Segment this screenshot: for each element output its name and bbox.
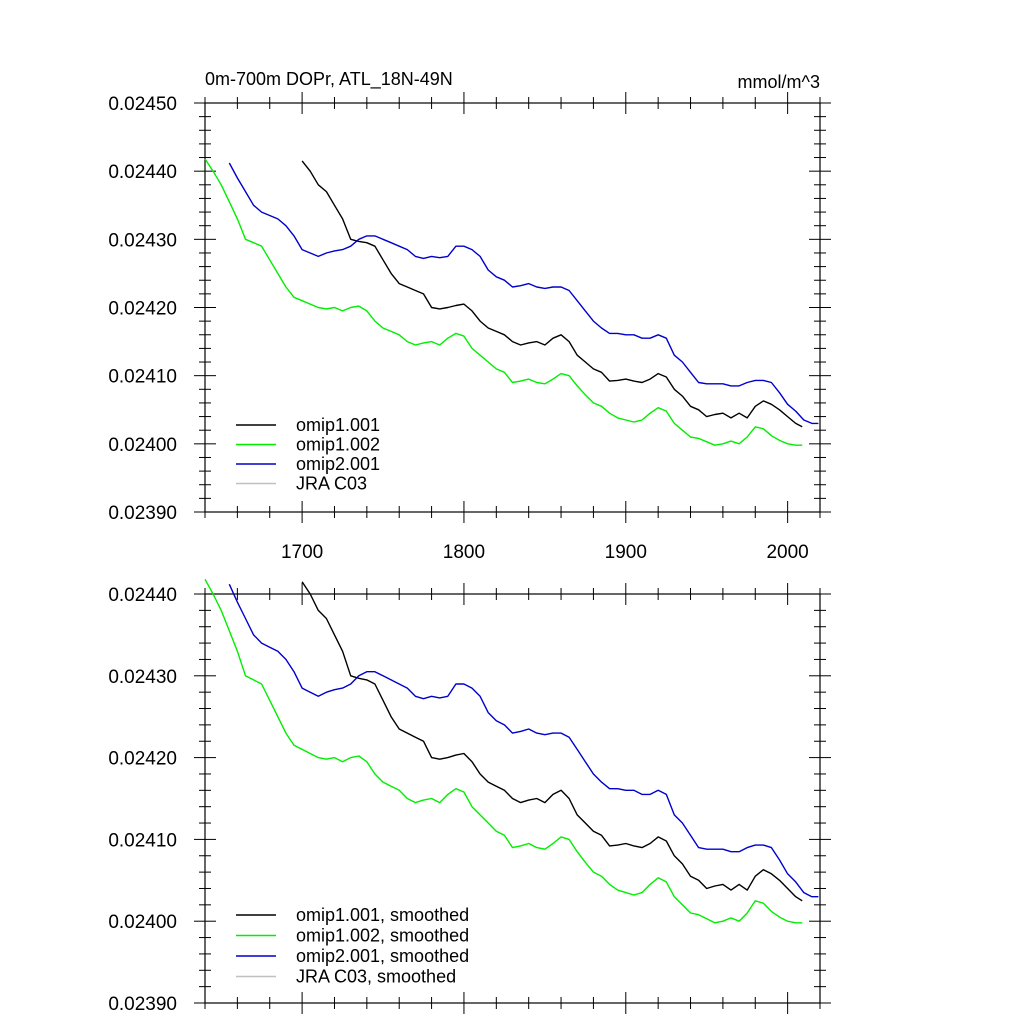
y-tick-label: 0.02400 bbox=[108, 912, 177, 933]
legend-label: JRA C03, smoothed bbox=[296, 967, 456, 987]
plot-frame bbox=[204, 593, 821, 1004]
x-tick-label: 1700 bbox=[281, 542, 323, 563]
series-line bbox=[301, 160, 803, 428]
legend-label: omip1.001, smoothed bbox=[296, 905, 469, 925]
top-panel: 0.02390 0.02400 0.02410 0.02420 0.02430 0.024… bbox=[108, 69, 831, 563]
legend-label: JRA C03 bbox=[296, 474, 367, 494]
legend-label: omip2.001, smoothed bbox=[296, 946, 469, 966]
x-tick-label: 1900 bbox=[605, 542, 647, 563]
series-line bbox=[204, 578, 803, 924]
series-line bbox=[228, 583, 819, 898]
legend-label: omip1.002, smoothed bbox=[296, 926, 469, 946]
bottom-panel: 0.02390 0.02400 0.02410 0.02420 0.02430 0.024… bbox=[108, 578, 831, 1015]
y-tick-label: 0.02440 bbox=[108, 585, 177, 606]
y-tick-label: 0.02430 bbox=[108, 667, 177, 688]
chart-title: 0m-700m DOPr, ATL_18N-49N bbox=[205, 69, 453, 90]
y-tick-label: 0.02420 bbox=[108, 749, 177, 770]
y-tick-label: 0.02440 bbox=[108, 162, 177, 183]
series-line bbox=[204, 158, 803, 446]
legend-label: omip1.001 bbox=[296, 415, 380, 435]
y-tick-label: 0.02410 bbox=[108, 830, 177, 851]
y-tick-label: 0.02390 bbox=[108, 503, 177, 524]
y-tick-label: 0.02400 bbox=[108, 435, 177, 456]
series-line bbox=[228, 162, 819, 425]
legend-label: omip1.002 bbox=[296, 435, 380, 455]
legend-label: omip2.001 bbox=[296, 454, 380, 474]
y-tick-label: 0.02450 bbox=[108, 94, 177, 115]
series-line bbox=[301, 581, 803, 902]
y-tick-label: 0.02410 bbox=[108, 367, 177, 388]
y-tick-label: 0.02390 bbox=[108, 994, 177, 1015]
x-tick-label: 2000 bbox=[766, 542, 808, 563]
chart-units: mmol/m^3 bbox=[738, 72, 820, 92]
x-tick-label: 1800 bbox=[443, 542, 485, 563]
y-tick-label: 0.02420 bbox=[108, 299, 177, 320]
y-tick-label: 0.02430 bbox=[108, 230, 177, 251]
